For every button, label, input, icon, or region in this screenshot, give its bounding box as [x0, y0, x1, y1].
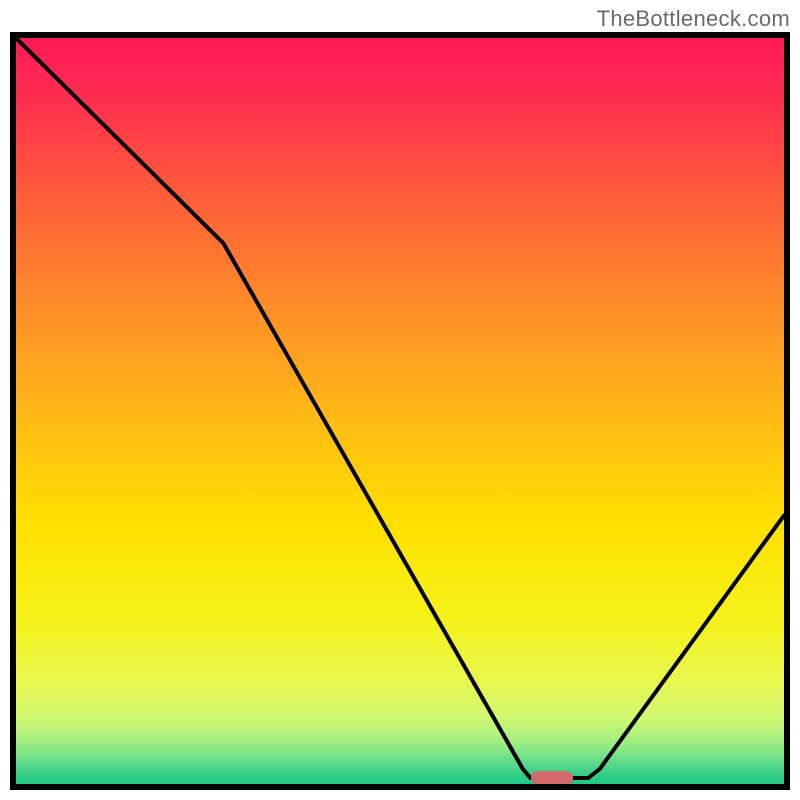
bottleneck-marker: [531, 771, 573, 784]
watermark-text: TheBottleneck.com: [597, 6, 790, 32]
chart-line: [16, 38, 784, 784]
chart-frame: [10, 32, 790, 790]
